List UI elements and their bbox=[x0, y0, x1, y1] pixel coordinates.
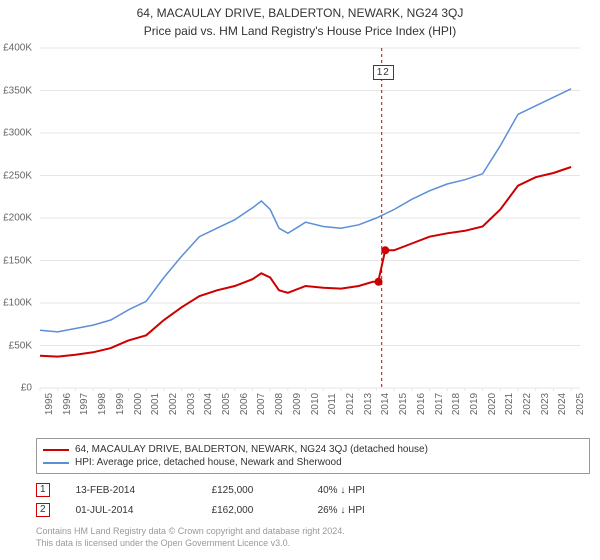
x-tick-label: 2021 bbox=[500, 393, 515, 415]
x-tick-label: 2006 bbox=[235, 393, 250, 415]
x-tick-label: 1996 bbox=[58, 393, 73, 415]
x-tick-label: 1999 bbox=[111, 393, 126, 415]
x-tick-label: 2010 bbox=[306, 393, 321, 415]
x-tick-label: 2020 bbox=[483, 393, 498, 415]
x-tick-label: 2000 bbox=[129, 393, 144, 415]
sales-table: 1 13-FEB-2014 £125,000 40% ↓ HPI 2 01-JUL-201… bbox=[36, 480, 590, 520]
x-tick-label: 2012 bbox=[341, 393, 356, 415]
footnote: Contains HM Land Registry data © Crown c… bbox=[36, 526, 590, 549]
legend-box: 64, MACAULAY DRIVE, BALDERTON, NEWARK, N… bbox=[36, 438, 590, 474]
sale-date: 13-FEB-2014 bbox=[76, 485, 186, 496]
x-tick-label: 2011 bbox=[323, 393, 338, 415]
footnote-line: Contains HM Land Registry data © Crown c… bbox=[36, 526, 590, 538]
chart-title: 64, MACAULAY DRIVE, BALDERTON, NEWARK, N… bbox=[0, 0, 600, 20]
sale-change: 40% ↓ HPI bbox=[318, 485, 418, 496]
sale-marker: 1 bbox=[36, 483, 50, 497]
sales-row: 1 13-FEB-2014 £125,000 40% ↓ HPI bbox=[36, 480, 590, 500]
plot-area: £0£50K£100K£150K£200K£250K£300K£350K£400… bbox=[36, 44, 596, 404]
chart-svg bbox=[36, 44, 596, 404]
legend-label: HPI: Average price, detached house, Newa… bbox=[75, 457, 342, 468]
legend-row: HPI: Average price, detached house, Newa… bbox=[43, 456, 583, 469]
legend-swatch bbox=[43, 462, 69, 464]
x-tick-label: 2005 bbox=[217, 393, 232, 415]
x-tick-label: 2015 bbox=[394, 393, 409, 415]
x-tick-label: 2013 bbox=[359, 393, 374, 415]
y-tick-label: £350K bbox=[3, 85, 36, 96]
chart-subtitle: Price paid vs. HM Land Registry's House … bbox=[0, 20, 600, 44]
x-tick-label: 2025 bbox=[571, 393, 586, 415]
footnote-line: This data is licensed under the Open Gov… bbox=[36, 538, 590, 550]
x-tick-label: 2022 bbox=[518, 393, 533, 415]
x-tick-label: 2018 bbox=[447, 393, 462, 415]
x-tick-label: 2008 bbox=[270, 393, 285, 415]
marker-label-box: 12 bbox=[373, 65, 394, 80]
y-tick-label: £400K bbox=[3, 43, 36, 54]
legend-swatch bbox=[43, 449, 69, 451]
y-tick-label: £200K bbox=[3, 213, 36, 224]
x-tick-label: 2002 bbox=[164, 393, 179, 415]
x-tick-label: 1998 bbox=[93, 393, 108, 415]
sale-change: 26% ↓ HPI bbox=[318, 505, 418, 516]
x-tick-label: 1995 bbox=[40, 393, 55, 415]
x-tick-label: 2009 bbox=[288, 393, 303, 415]
chart-container: { "title": "64, MACAULAY DRIVE, BALDERTO… bbox=[0, 0, 600, 560]
x-tick-label: 2004 bbox=[199, 393, 214, 415]
x-tick-label: 2001 bbox=[146, 393, 161, 415]
x-tick-label: 2024 bbox=[553, 393, 568, 415]
y-tick-label: £0 bbox=[21, 383, 36, 394]
sale-date: 01-JUL-2014 bbox=[76, 505, 186, 516]
legend-row: 64, MACAULAY DRIVE, BALDERTON, NEWARK, N… bbox=[43, 443, 583, 456]
x-tick-label: 2016 bbox=[412, 393, 427, 415]
y-tick-label: £150K bbox=[3, 255, 36, 266]
sale-price: £125,000 bbox=[212, 485, 292, 496]
y-tick-label: £300K bbox=[3, 128, 36, 139]
x-tick-label: 2014 bbox=[376, 393, 391, 415]
x-tick-label: 2007 bbox=[252, 393, 267, 415]
sales-row: 2 01-JUL-2014 £162,000 26% ↓ HPI bbox=[36, 500, 590, 520]
legend-label: 64, MACAULAY DRIVE, BALDERTON, NEWARK, N… bbox=[75, 444, 428, 455]
x-tick-label: 2019 bbox=[465, 393, 480, 415]
x-tick-label: 2003 bbox=[182, 393, 197, 415]
y-tick-label: £100K bbox=[3, 298, 36, 309]
sale-price: £162,000 bbox=[212, 505, 292, 516]
x-tick-label: 2023 bbox=[536, 393, 551, 415]
y-tick-label: £250K bbox=[3, 170, 36, 181]
sale-marker: 2 bbox=[36, 503, 50, 517]
x-tick-label: 1997 bbox=[75, 393, 90, 415]
x-tick-label: 2017 bbox=[430, 393, 445, 415]
y-tick-label: £50K bbox=[9, 340, 36, 351]
